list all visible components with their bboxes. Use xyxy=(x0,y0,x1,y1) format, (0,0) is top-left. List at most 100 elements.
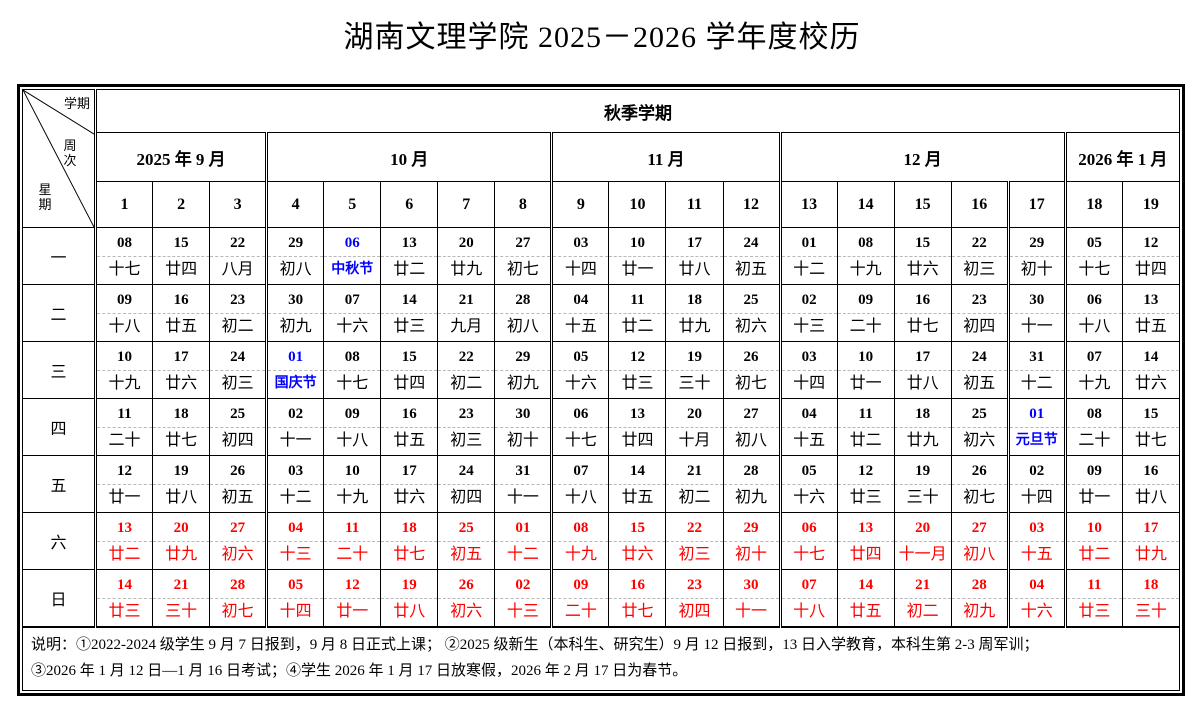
date-cell: 16 廿八 xyxy=(1121,455,1181,513)
week-number: 16 xyxy=(950,181,1009,228)
weekday-label: 三 xyxy=(22,341,96,399)
date-cell: 03 十四 xyxy=(778,341,838,399)
date-number: 07 xyxy=(1086,349,1102,365)
lunar-date: 初三 xyxy=(952,256,1007,284)
date-cell: 18 三十 xyxy=(1121,569,1181,628)
date-cell: 22 初三 xyxy=(950,227,1009,285)
date-number: 28 xyxy=(515,292,531,308)
date-cell: 05 十七 xyxy=(1063,227,1123,285)
date-number: 13 xyxy=(401,235,417,251)
date-cell: 01 元旦节 xyxy=(1006,398,1066,456)
date-cell: 20 十一月 xyxy=(893,512,952,570)
week-number: 1 xyxy=(93,181,154,228)
lunar-date: 十七 xyxy=(324,370,380,398)
date-cell: 25 初五 xyxy=(437,512,496,570)
week-number: 18 xyxy=(1063,181,1123,228)
lunar-date: 十二 xyxy=(1011,370,1064,398)
lunar-date: 初八 xyxy=(952,541,1007,569)
lunar-date: 十九 xyxy=(98,370,152,398)
date-cell: 16 廿五 xyxy=(152,284,211,342)
date-cell: 03 十五 xyxy=(1006,512,1066,570)
date-number: 11 xyxy=(1087,577,1102,593)
lunar-date: 廿四 xyxy=(609,427,665,455)
date-cell: 03 十二 xyxy=(265,455,325,513)
table-row: 六 13 廿二 20 廿九 27 初六 04 十三 11 二十 18 廿七 25 初五 01 十二 08 十九 15 廿… xyxy=(22,512,1181,570)
date-cell: 30 十一 xyxy=(1006,284,1066,342)
lunar-date: 初十 xyxy=(1011,256,1064,284)
date-number: 10 xyxy=(1086,520,1102,536)
date-number: 26 xyxy=(971,463,987,479)
date-cell: 27 初七 xyxy=(494,227,553,285)
weekday-label: 四 xyxy=(22,398,96,456)
date-cell: 06 十七 xyxy=(778,512,838,570)
date-cell: 23 初四 xyxy=(950,284,1009,342)
date-cell: 22 初二 xyxy=(437,341,496,399)
date-cell: 02 十四 xyxy=(1006,455,1066,513)
date-cell: 08 十九 xyxy=(550,512,610,570)
table-row: 一 08 十七 15 廿四 22 八月 29 初八 06 中秋节 13 廿二 20 廿九 27 初七 03 十四 10… xyxy=(22,227,1181,285)
date-number: 08 xyxy=(573,520,589,536)
date-number: 02 xyxy=(801,292,817,308)
date-cell: 10 十九 xyxy=(323,455,382,513)
date-number: 05 xyxy=(573,349,589,365)
date-cell: 13 廿五 xyxy=(1121,284,1181,342)
date-number: 16 xyxy=(1143,463,1159,479)
lunar-date: 廿六 xyxy=(153,370,209,398)
date-cell: 01 十二 xyxy=(778,227,838,285)
date-number: 04 xyxy=(801,406,817,422)
lunar-date: 廿七 xyxy=(153,427,209,455)
lunar-date: 廿三 xyxy=(381,313,437,341)
lunar-date: 初六 xyxy=(724,313,779,341)
lunar-date: 十六 xyxy=(554,370,608,398)
date-number: 08 xyxy=(117,235,133,251)
date-number: 16 xyxy=(401,406,417,422)
date-number: 25 xyxy=(743,292,759,308)
lunar-date: 十三 xyxy=(495,598,551,626)
lunar-date: 二十 xyxy=(554,598,608,626)
date-cell: 09 十八 xyxy=(323,398,382,456)
date-number: 25 xyxy=(971,406,987,422)
lunar-date: 廿六 xyxy=(895,256,951,284)
lunar-date: 十四 xyxy=(783,370,837,398)
date-number: 07 xyxy=(344,292,360,308)
date-cell: 20 廿九 xyxy=(152,512,211,570)
date-cell: 12 廿三 xyxy=(836,455,895,513)
date-number: 28 xyxy=(230,577,246,593)
date-cell: 31 十二 xyxy=(1006,341,1066,399)
week-number: 7 xyxy=(437,181,496,228)
date-number: 18 xyxy=(1143,577,1159,593)
notes-cell: 说明：①2022-2024 级学生 9 月 7 日报到，9 月 8 日正式上课；… xyxy=(22,626,1180,691)
lunar-date: 廿二 xyxy=(98,541,152,569)
lunar-date: 廿七 xyxy=(895,313,951,341)
date-number: 21 xyxy=(686,463,702,479)
lunar-date: 初二 xyxy=(438,370,494,398)
month-header-row: 2025 年 9 月 10 月 11 月 12 月 2026 年 1 月 xyxy=(23,132,1181,182)
date-number: 14 xyxy=(1143,349,1159,365)
date-number: 17 xyxy=(686,235,702,251)
date-cell: 13 廿二 xyxy=(380,227,439,285)
lunar-date: 初八 xyxy=(269,256,323,284)
date-cell: 02 十三 xyxy=(778,284,838,342)
date-number: 07 xyxy=(573,463,589,479)
calendar-table-frame: 学期 周次 星期 秋季学期 2025 年 9 月 10 月 11 月 12 月 2026… xyxy=(17,84,1185,696)
date-cell: 28 初九 xyxy=(950,569,1009,628)
date-number: 08 xyxy=(344,349,360,365)
table-row: 日 14 廿三 21 三十 28 初七 05 十四 12 廿一 19 廿八 26 初六 02 十三 09 二十 16 廿… xyxy=(22,569,1181,628)
date-cell: 15 廿六 xyxy=(608,512,667,570)
date-number: 12 xyxy=(344,577,360,593)
date-cell: 10 十九 xyxy=(93,341,154,399)
date-cell: 02 十三 xyxy=(494,569,553,628)
lunar-date: 初五 xyxy=(438,541,494,569)
lunar-date: 廿五 xyxy=(153,313,209,341)
lunar-date: 十五 xyxy=(554,313,608,341)
date-cell: 14 廿三 xyxy=(380,284,439,342)
date-cell: 12 廿三 xyxy=(608,341,667,399)
date-number: 18 xyxy=(401,520,417,536)
date-cell: 29 初十 xyxy=(722,512,781,570)
lunar-date: 十九 xyxy=(554,541,608,569)
date-cell: 24 初四 xyxy=(437,455,496,513)
date-cell: 15 廿四 xyxy=(380,341,439,399)
date-number: 05 xyxy=(288,577,304,593)
date-number: 09 xyxy=(858,292,874,308)
date-cell: 15 廿六 xyxy=(893,227,952,285)
